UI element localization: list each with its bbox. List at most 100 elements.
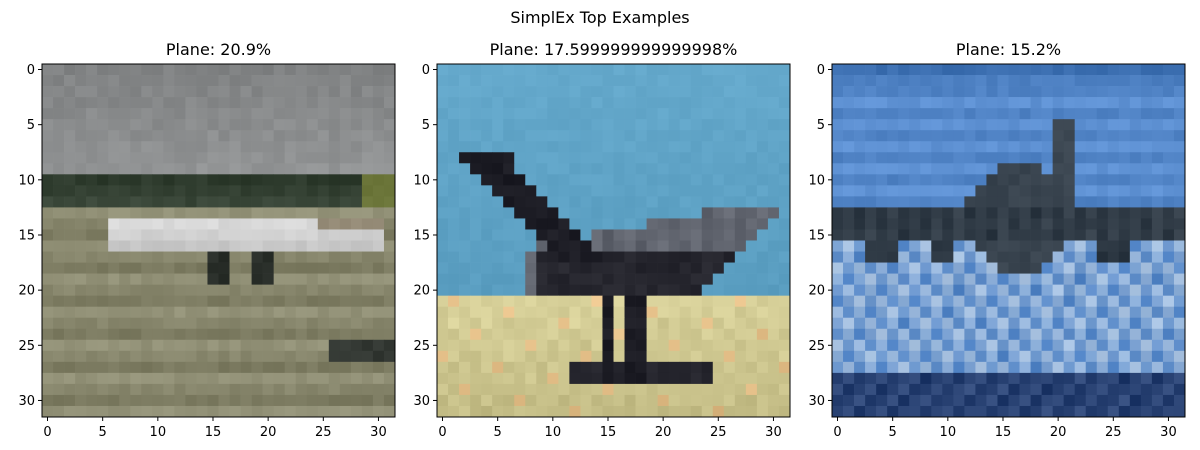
pixel [130, 394, 142, 407]
pixel [437, 284, 449, 297]
pixel [745, 361, 758, 374]
pixel [437, 97, 449, 109]
pixel [1019, 207, 1031, 219]
pixel [1085, 339, 1098, 352]
pixel [558, 97, 570, 109]
pixel [284, 207, 297, 219]
pixel [218, 317, 230, 330]
pixel [1085, 75, 1098, 87]
pixel [602, 251, 614, 263]
pixel [745, 328, 758, 341]
pixel [240, 405, 252, 418]
pixel [1118, 306, 1131, 319]
pixel [174, 75, 186, 87]
pixel [986, 196, 998, 208]
pixel [635, 141, 647, 153]
pixel [152, 207, 164, 219]
pixel [317, 119, 330, 131]
pixel [174, 240, 186, 252]
pixel [163, 394, 175, 407]
pixel [635, 317, 647, 330]
pixel [997, 196, 1009, 208]
pixel [832, 229, 844, 241]
pixel [657, 229, 670, 241]
pixel [909, 361, 921, 374]
pixel [174, 196, 186, 208]
pixel [931, 361, 943, 374]
pixel [843, 273, 855, 285]
pixel [909, 119, 921, 131]
pixel [53, 196, 65, 208]
pixel [986, 372, 998, 385]
pixel [306, 372, 319, 385]
pixel [1074, 75, 1087, 87]
pixel [470, 372, 482, 385]
pixel [339, 64, 352, 76]
pixel [470, 196, 482, 208]
pixel [262, 141, 275, 153]
x-tick-label: 20 [260, 425, 277, 440]
pixel [481, 339, 493, 352]
pixel [229, 119, 241, 131]
y-tick-label: 0 [422, 63, 430, 78]
pixel [361, 64, 374, 76]
pixel [350, 394, 363, 407]
pixel [701, 108, 714, 120]
pixel [745, 108, 758, 120]
pixel [569, 174, 581, 186]
pixel [448, 119, 460, 131]
pixel [1140, 240, 1153, 252]
pixel [536, 75, 548, 87]
pixel [558, 207, 570, 219]
pixel [602, 262, 614, 274]
pixel [328, 119, 341, 131]
pixel [163, 372, 175, 385]
pixel [492, 130, 504, 142]
pixel [1085, 163, 1098, 175]
pixel [569, 295, 581, 308]
pixel [734, 372, 747, 385]
y-tick-label: 0 [817, 63, 825, 78]
pixel [580, 350, 592, 363]
pixel [1107, 251, 1120, 263]
pixel [942, 130, 954, 142]
pixel [1019, 306, 1031, 319]
pixel [767, 361, 780, 374]
pixel [964, 119, 976, 131]
pixel [734, 86, 747, 98]
pixel [580, 108, 592, 120]
pixel [1140, 372, 1153, 385]
pixel [42, 75, 54, 87]
pixel [328, 350, 341, 363]
pixel [207, 75, 219, 87]
pixel [130, 75, 142, 87]
pixel [152, 130, 164, 142]
pixel [525, 130, 537, 142]
pixel [1096, 196, 1109, 208]
pixel [887, 196, 899, 208]
pixel [712, 174, 725, 186]
pixel [64, 119, 76, 131]
pixel [876, 97, 888, 109]
pixel [876, 394, 888, 407]
pixel [701, 372, 714, 385]
pixel [361, 207, 374, 219]
pixel [53, 361, 65, 374]
pixel [53, 185, 65, 197]
pixel [854, 86, 866, 98]
pixel [1129, 317, 1142, 330]
pixel [975, 163, 987, 175]
pixel [832, 328, 844, 341]
pixel [437, 273, 449, 285]
pixel [832, 361, 844, 374]
pixel [130, 174, 142, 186]
pixel [273, 75, 286, 87]
pixel [1107, 64, 1120, 76]
pixel [196, 350, 208, 363]
pixel [240, 251, 252, 263]
pixel [42, 317, 54, 330]
pixel [591, 284, 603, 297]
pixel [306, 339, 319, 352]
pixel [141, 218, 153, 230]
